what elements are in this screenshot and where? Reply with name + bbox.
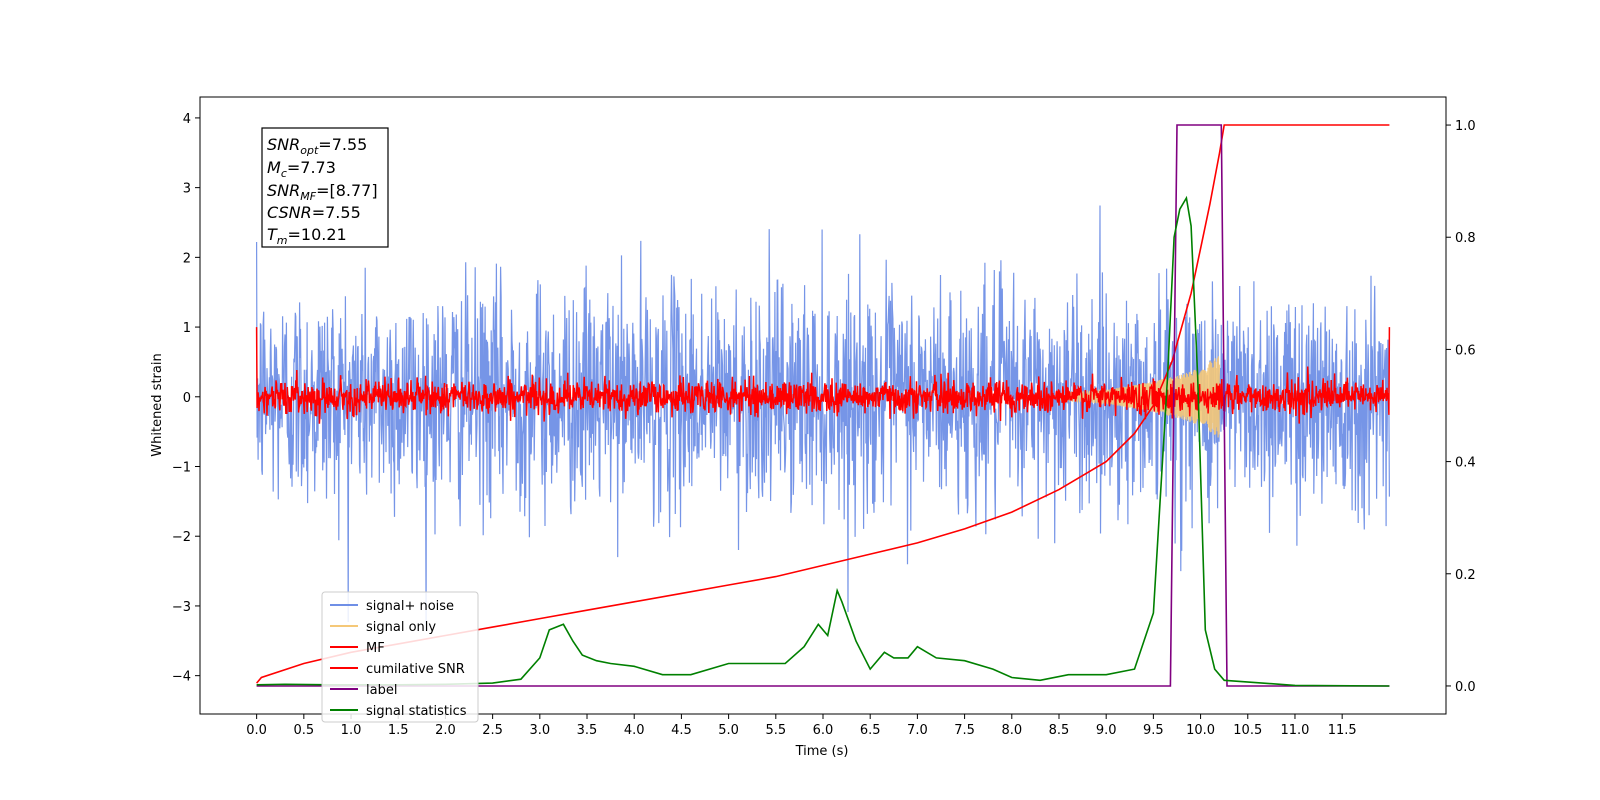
legend-label-cumilative-snr: cumilative SNR: [366, 662, 465, 677]
legend-label-signal-statistics: signal statistics: [366, 704, 467, 719]
y-axis-right: 1.0 0.8 0.6 0.4 0.2 0.0: [1446, 119, 1476, 695]
y-left-tick-label: −2: [172, 530, 191, 545]
x-tick-label: 7.5: [954, 723, 975, 738]
x-tick-label: 6.0: [813, 723, 834, 738]
series-signal-noise: [256, 205, 1391, 631]
y-left-tick-label: 2: [183, 251, 191, 266]
x-tick-label: 9.0: [1096, 723, 1117, 738]
info-tm: Tm=10.21: [267, 225, 347, 247]
y-left-tick-label: −3: [172, 600, 191, 615]
y-axis-label: Whitened strain: [150, 353, 165, 456]
legend-label-signal-only: signal only: [366, 620, 436, 635]
x-tick-label: 10.0: [1186, 723, 1215, 738]
y-right-tick-label: 0.0: [1455, 680, 1476, 695]
x-tick-label: 0.5: [293, 723, 314, 738]
series-label: [256, 124, 1390, 687]
info-snr-mf: SNRMF=[8.77]: [267, 181, 378, 203]
y-left-tick-label: 1: [183, 321, 191, 336]
series-mf: [255, 327, 1391, 424]
y-left-tick-label: 3: [183, 182, 191, 197]
y-right-tick-label: 0.4: [1455, 456, 1476, 471]
series-signal-statistics: [256, 195, 1390, 687]
x-axis-label: Time (s): [795, 744, 849, 759]
y-left-tick-label: 4: [183, 112, 191, 127]
x-tick-label: 7.0: [907, 723, 928, 738]
y-right-tick-label: 0.2: [1455, 568, 1476, 583]
legend-label-mf: MF: [366, 641, 385, 656]
x-tick-label: 1.0: [341, 723, 362, 738]
legend: signal+ noise signal only MF cumilative SNR…: [321, 591, 479, 723]
x-tick-label: 10.5: [1233, 723, 1262, 738]
x-tick-label: 0.0: [246, 723, 267, 738]
y-left-tick-label: −4: [172, 670, 191, 685]
x-tick-label: 5.5: [765, 723, 786, 738]
x-tick-label: 8.5: [1049, 723, 1070, 738]
x-tick-label: 3.5: [577, 723, 598, 738]
x-tick-label: 1.5: [388, 723, 409, 738]
info-csnr: CSNR=7.55: [267, 203, 361, 222]
y-axis-left: 4 3 2 1 0 −1 −2 −3 −4: [172, 112, 200, 685]
legend-frame: [321, 591, 479, 723]
x-tick-label: 5.0: [718, 723, 739, 738]
x-tick-label: 4.5: [671, 723, 692, 738]
x-tick-label: 2.0: [435, 723, 456, 738]
info-snr-opt: SNRopt=7.55: [267, 135, 367, 157]
info-box: SNRopt=7.55 Mc=7.73 SNRMF=[8.77] CSNR=7.…: [261, 127, 389, 248]
x-tick-label: 2.5: [482, 723, 503, 738]
x-tick-label: 6.5: [860, 723, 881, 738]
x-tick-label: 8.0: [1001, 723, 1022, 738]
x-tick-label: 11.5: [1328, 723, 1357, 738]
y-right-tick-label: 0.6: [1455, 343, 1476, 358]
y-left-tick-label: −1: [172, 461, 191, 476]
info-mc: Mc=7.73: [267, 158, 336, 180]
y-left-tick-label: 0: [183, 391, 191, 406]
x-tick-label: 4.0: [624, 723, 645, 738]
y-right-tick-label: 1.0: [1455, 119, 1476, 134]
x-tick-label: 9.5: [1143, 723, 1164, 738]
legend-label-label: label: [366, 683, 397, 698]
y-right-tick-label: 0.8: [1455, 231, 1476, 246]
x-axis: 0.0 0.5 1.0 1.5 2.0 2.5 3.0 3.5 4.0 4.5 5.0 5.5 6.0 6…: [246, 714, 1357, 738]
info-box-frame: [261, 127, 389, 248]
x-tick-label: 11.0: [1280, 723, 1309, 738]
x-tick-label: 3.0: [529, 723, 550, 738]
legend-label-signal-noise: signal+ noise: [366, 599, 454, 614]
